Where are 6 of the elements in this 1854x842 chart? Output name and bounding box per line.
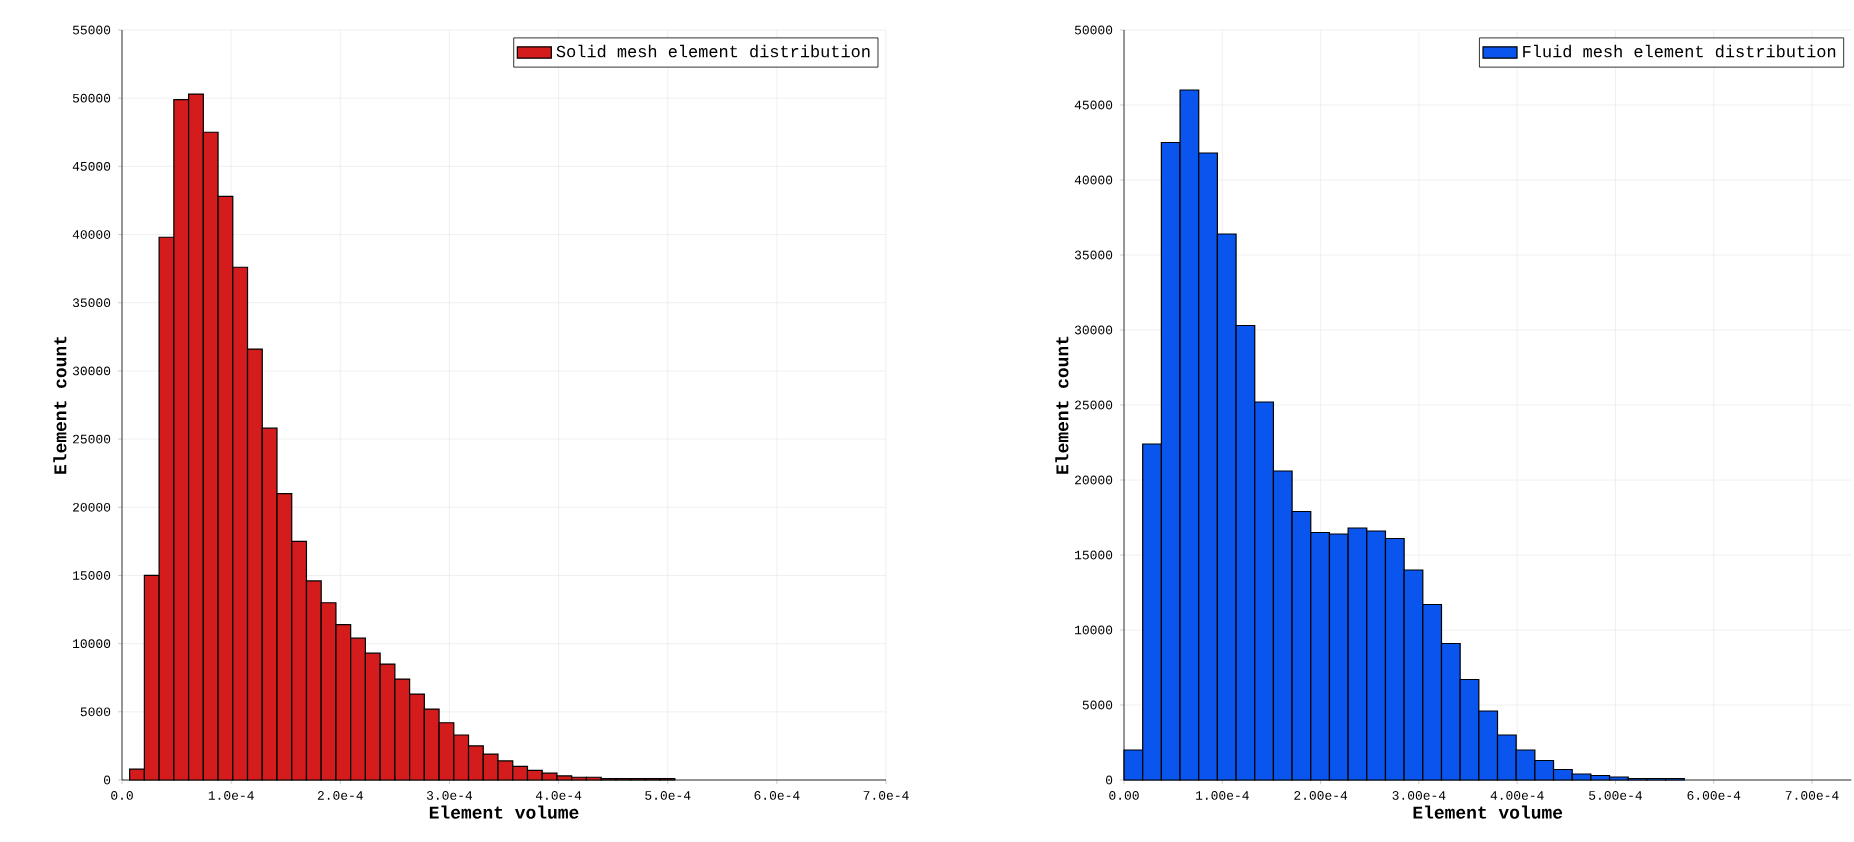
legend-label: Solid mesh element distribution [556,44,870,58]
y-axis-title: Element count [53,336,67,474]
x-axis-title: Element volume [429,805,579,819]
legend-label: Fluid mesh element distribution [1523,44,1836,58]
y-axis-title: Element count [1055,336,1069,474]
x-axis-title: Element volume [1413,805,1563,819]
